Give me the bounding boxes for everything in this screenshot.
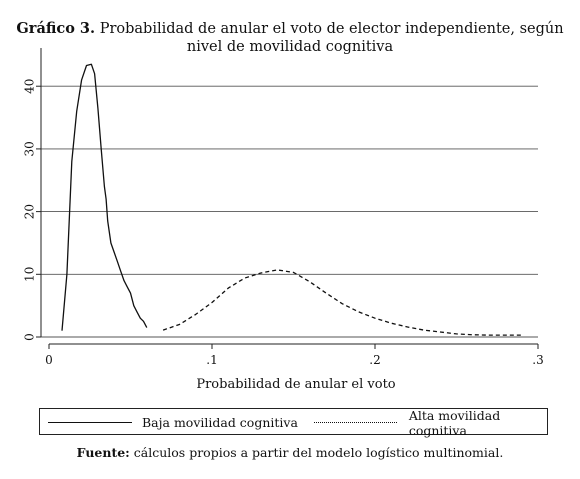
series-line-alta — [162, 269, 522, 336]
chart-title-text: Probabilidad de anular el voto de electo… — [99, 21, 564, 37]
legend-swatch-solid — [48, 422, 132, 423]
series-layer — [61, 63, 522, 336]
legend-label-baja: Baja movilidad cognitiva — [142, 415, 298, 430]
grid-layer — [41, 85, 538, 338]
legend-swatch-dotted — [314, 422, 397, 423]
y-tick-label: 20 — [23, 204, 37, 219]
chart-title-line-2: nivel de movilidad cognitiva — [186, 39, 394, 55]
y-tick-label: 10 — [23, 267, 37, 282]
x-tick-label: .2 — [369, 353, 380, 367]
source-label: Fuente: — [76, 445, 130, 460]
chart-legend: Baja movilidad cognitiva Alta movilidad … — [39, 407, 548, 438]
x-tick-label: .1 — [206, 353, 217, 367]
chart-title-line-1: Gráfico 3. Probabilidad de anular el vot… — [0, 20, 580, 38]
x-tick-label: 0 — [45, 353, 53, 367]
y-tick-label: 30 — [23, 141, 37, 156]
x-tick-label: .3 — [532, 353, 543, 367]
chart-title-label: Gráfico 3. — [16, 20, 96, 37]
y-tick-label: 40 — [23, 79, 37, 94]
x-axis-label: Probabilidad de anular el voto — [196, 377, 395, 392]
legend-item-baja: Baja movilidad cognitiva — [48, 409, 298, 436]
legend-label-alta: Alta movilidad cognitiva — [408, 407, 501, 438]
legend-item-alta: Alta movilidad cognitiva — [314, 407, 547, 438]
chart-plot-svg: 0 10 20 30 40 0 .1 .2 .3 Probabilidad de anular … — [23, 48, 544, 392]
chart-source-note: Fuente: cálculos propios a partir del mo… — [0, 445, 580, 460]
series-line-baja — [61, 63, 148, 331]
axis-layer: 0 10 20 30 40 0 .1 .2 .3 — [23, 48, 544, 367]
source-text: cálculos propios a partir del modelo log… — [133, 445, 504, 460]
y-tick-label: 0 — [23, 333, 37, 341]
